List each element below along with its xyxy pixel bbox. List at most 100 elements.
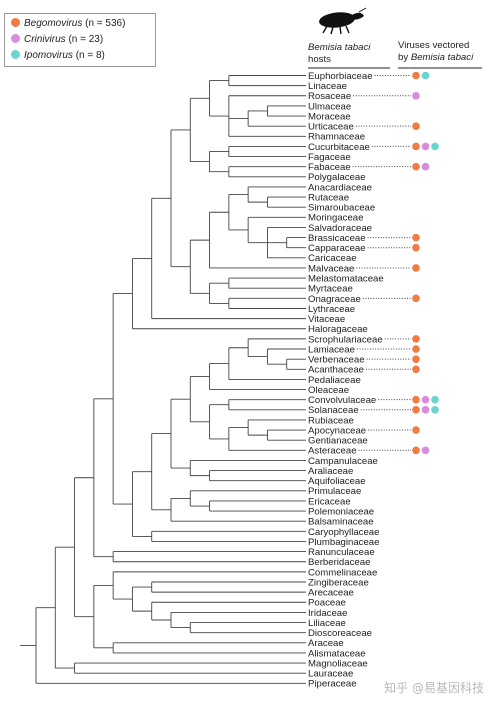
host-family-label: Arecaceae <box>308 588 354 599</box>
virus-link-lines <box>352 75 411 451</box>
host-family-label: Liliaceae <box>308 618 346 629</box>
legend-begomovirus: Begomovirus (n = 536) <box>11 18 125 30</box>
virus-b-dot <box>412 122 420 130</box>
viruses-header-species: Bemisia tabaci <box>410 51 474 63</box>
virus-i-dot <box>431 405 439 414</box>
legend-count: (n = 8) <box>75 50 105 61</box>
host-family-label: Ulmaceae <box>308 101 351 112</box>
host-family-label: Linaceae <box>308 81 347 92</box>
host-family-label: Ranunculaceae <box>308 547 375 558</box>
host-family-label: Aquifoliaceae <box>308 476 366 487</box>
virus-b-dot <box>412 405 420 414</box>
host-family-label: Apocynaceae <box>308 425 366 436</box>
host-family-label: Gentianaceae <box>308 436 368 447</box>
host-family-label: Araliaceae <box>308 466 353 477</box>
virus-c-dot <box>412 91 420 100</box>
host-family-label: Araceae <box>308 638 344 649</box>
host-family-label: Capparaceae <box>308 243 366 254</box>
host-family-label: Plumbaginaceae <box>308 537 379 548</box>
host-family-label: Balsaminaceae <box>308 517 374 528</box>
hosts-header-species: Bemisia tabaci <box>308 42 371 53</box>
virus-i-dot <box>431 142 439 151</box>
host-family-label: Brassicaceae <box>308 233 366 244</box>
host-family-label: Rhamnaceae <box>308 132 365 143</box>
host-family-label: Convolvulaceae <box>308 395 376 406</box>
host-family-label: Rubiaceae <box>308 415 354 426</box>
host-family-label: Haloragaceae <box>308 324 368 335</box>
virus-legend: Begomovirus (n = 536) Crinivirus (n = 23… <box>4 13 156 67</box>
host-family-label: Fabaceae <box>308 162 351 173</box>
host-family-label: Rosaceae <box>308 91 351 102</box>
host-family-label: Euphorbiaceae <box>308 71 373 82</box>
viruses-header-by: by <box>398 51 411 63</box>
host-family-label: Berberidaceae <box>308 557 370 568</box>
virus-c-dot <box>421 142 430 151</box>
host-family-label: Asteraceae <box>308 446 357 457</box>
host-family-label: Acanthaceae <box>308 365 364 376</box>
virus-b-dot <box>412 335 420 343</box>
virus-markers <box>412 71 439 455</box>
host-family-label: Salvadoraceae <box>308 223 372 234</box>
host-family-labels: EuphorbiaceaeLinaceaeRosaceaeUlmaceaeMor… <box>308 71 384 690</box>
host-family-label: Simaroubaceae <box>308 203 375 214</box>
host-family-label: Commelinaceae <box>308 567 377 578</box>
host-family-label: Primulaceae <box>308 486 361 497</box>
host-family-label: Lamiaceae <box>308 344 355 355</box>
host-family-label: Caryophyllaceae <box>308 527 379 538</box>
viruses-header-line1: Viruses vectored <box>398 40 470 51</box>
virus-i-dot <box>421 71 430 80</box>
host-family-label: Zingiberaceae <box>308 577 369 588</box>
host-family-label: Cucurbitaceae <box>308 142 370 153</box>
host-family-label: Myrtaceae <box>308 284 353 295</box>
legend-genus: Begomovirus <box>24 18 83 29</box>
virus-b-dot <box>412 243 420 252</box>
host-family-label: Lauraceae <box>308 669 353 680</box>
host-family-label: Onagraceae <box>308 294 361 305</box>
host-family-label: Campanulaceae <box>308 456 378 467</box>
host-family-label: Alismataceae <box>308 648 366 659</box>
host-family-label: Oleaceae <box>308 385 349 396</box>
crinivirus-dot-icon <box>11 34 20 43</box>
host-family-label: Vitaceae <box>308 314 345 325</box>
virus-b-dot <box>412 162 420 171</box>
virus-b-dot <box>412 345 420 353</box>
virus-b-dot <box>412 365 420 374</box>
legend-crinivirus: Crinivirus (n = 23) <box>11 34 103 46</box>
host-family-label: Iridaceae <box>308 608 347 619</box>
host-family-label: Poaceae <box>308 598 346 609</box>
virus-b-dot <box>412 395 420 404</box>
hosts-header: Bemisia tabaci hosts <box>308 42 370 65</box>
virus-b-dot <box>412 426 420 434</box>
ipomovirus-dot-icon <box>11 50 20 59</box>
virus-i-dot <box>431 395 439 404</box>
host-family-label: Melastomataceae <box>308 274 384 285</box>
host-family-label: Pedaliaceae <box>308 375 361 386</box>
host-family-label: Polygalaceae <box>308 172 366 183</box>
host-family-label: Lythraceae <box>308 304 355 315</box>
watermark: 知乎 @易基因科技 <box>384 681 484 695</box>
legend-count: (n = 23) <box>68 34 104 45</box>
host-family-label: Moraceae <box>308 111 351 122</box>
host-family-label: Ericaceae <box>308 496 351 507</box>
host-family-label: Piperaceae <box>308 679 357 690</box>
virus-c-dot <box>421 162 430 171</box>
virus-b-dot <box>412 294 420 303</box>
host-family-label: Caricaceae <box>308 253 357 264</box>
virus-b-dot <box>412 71 420 80</box>
virus-c-dot <box>421 395 430 404</box>
legend-genus: Ipomovirus <box>24 50 73 61</box>
host-family-label: Fagaceae <box>308 152 351 163</box>
host-family-label: Verbenaceae <box>308 355 365 366</box>
virus-b-dot <box>412 264 420 272</box>
host-family-label: Polemoniaceae <box>308 506 374 517</box>
host-family-label: Urticaceae <box>308 122 354 133</box>
begomovirus-dot-icon <box>11 18 20 27</box>
legend-count: (n = 536) <box>85 18 126 29</box>
host-family-label: Malvaceae <box>308 263 354 274</box>
host-family-label: Scrophulariaceae <box>308 334 383 345</box>
hosts-header-word: hosts <box>308 53 331 65</box>
host-family-label: Moringaceae <box>308 213 363 224</box>
virus-b-dot <box>412 355 420 363</box>
virus-b-dot <box>412 142 420 151</box>
